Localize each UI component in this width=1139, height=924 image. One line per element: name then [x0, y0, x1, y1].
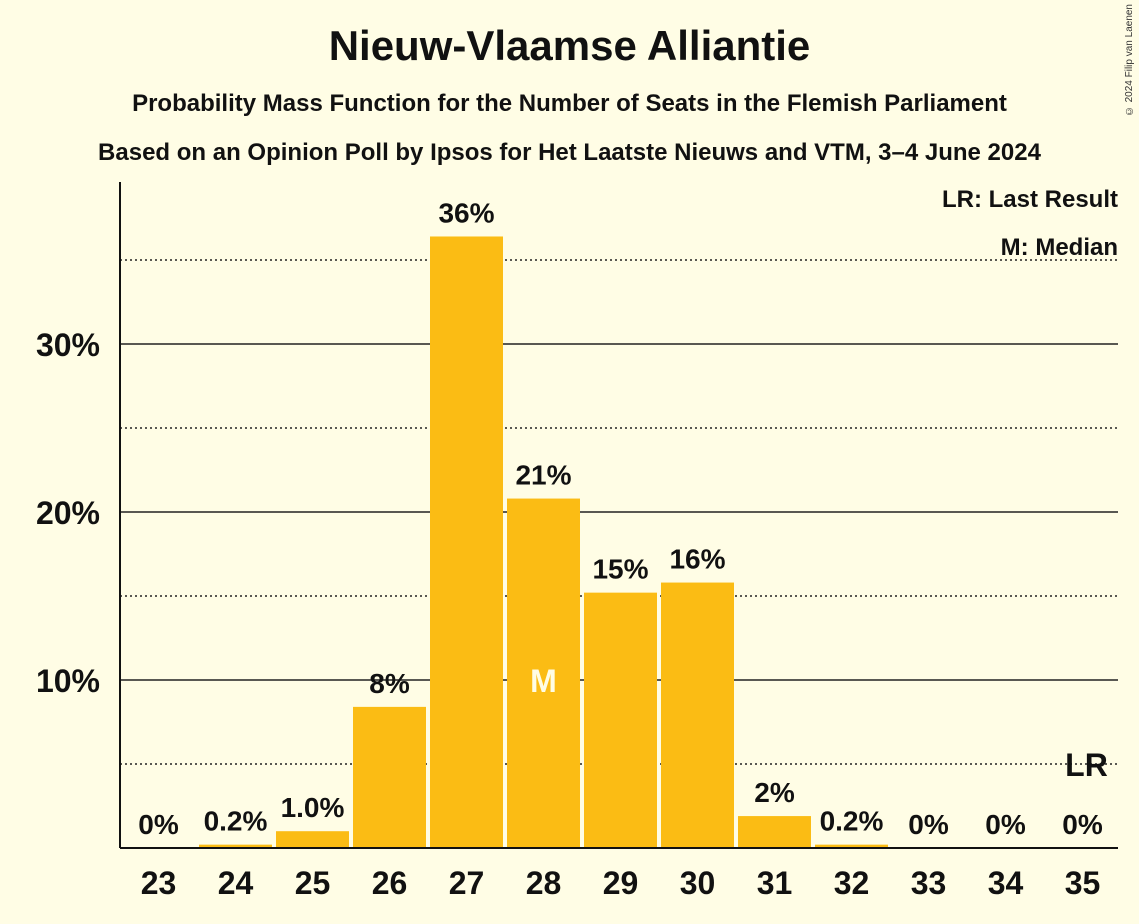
bar: [738, 816, 811, 848]
x-tick-label: 35: [1065, 865, 1101, 901]
x-tick-label: 32: [834, 865, 870, 901]
x-tick-label: 24: [218, 865, 254, 901]
last-result-marker: LR: [1065, 747, 1108, 783]
x-tick-label: 30: [680, 865, 716, 901]
y-tick-label: 10%: [36, 663, 100, 699]
bar: [353, 706, 426, 848]
data-label: 0%: [138, 809, 179, 840]
y-tick-label: 30%: [36, 327, 100, 363]
data-label: 2%: [754, 777, 795, 808]
chart-subtitle: Probability Mass Function for the Number…: [132, 90, 1007, 117]
bar: [430, 236, 503, 849]
data-label: 0.2%: [820, 806, 884, 837]
data-label: 0%: [1062, 809, 1103, 840]
data-label: 36%: [438, 197, 494, 228]
data-label: 21%: [515, 460, 571, 491]
data-label: 15%: [592, 554, 648, 585]
data-label: 1.0%: [281, 792, 345, 823]
bar: [661, 582, 734, 848]
x-tick-label: 23: [141, 865, 177, 901]
x-tick-label: 31: [757, 865, 793, 901]
x-tick-label: 29: [603, 865, 639, 901]
x-tick-label: 28: [526, 865, 562, 901]
data-label: 0%: [985, 809, 1026, 840]
bar: [507, 498, 580, 848]
x-tick-label: 34: [988, 865, 1024, 901]
y-tick-label: 20%: [36, 495, 100, 531]
x-tick-label: 33: [911, 865, 947, 901]
chart-title: Nieuw-Vlaamse Alliantie: [328, 22, 811, 69]
data-label: 16%: [669, 544, 725, 575]
legend-median: M: Median: [1000, 234, 1118, 261]
bar: [276, 831, 349, 848]
bar: [199, 844, 272, 848]
data-label: 0%: [908, 809, 949, 840]
x-tick-label: 26: [372, 865, 408, 901]
x-tick-label: 27: [449, 865, 485, 901]
median-marker: M: [530, 663, 557, 699]
bar: [584, 592, 657, 848]
chart-subtitle-2: Based on an Opinion Poll by Ipsos for He…: [98, 139, 1041, 166]
data-label: 0.2%: [204, 806, 268, 837]
bar: [815, 844, 888, 848]
x-tick-label: 25: [295, 865, 331, 901]
legend-last-result: LR: Last Result: [941, 186, 1118, 213]
data-label: 8%: [369, 668, 410, 699]
